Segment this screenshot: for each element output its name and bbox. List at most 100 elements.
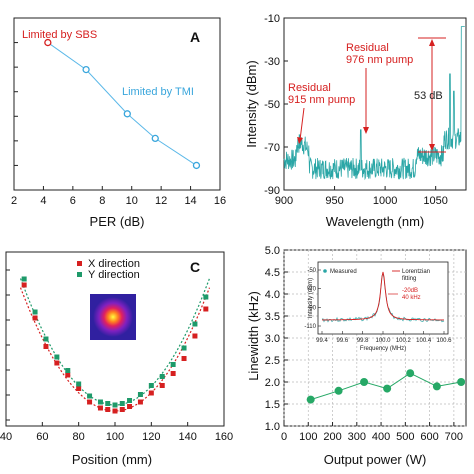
panel-d-inset-xtick-label: 99.6	[336, 338, 348, 344]
panel-c-data-point	[119, 407, 125, 412]
panel-d-inset-ytick-label: -110	[304, 324, 316, 330]
panel-d-inset-annotation-20db: -20dB	[402, 288, 418, 294]
panel-d-xtick-label: 700	[445, 431, 463, 443]
panel-c-xtick-label: 160	[215, 431, 233, 443]
panel-c-data-point	[87, 393, 93, 399]
panel-d-data-point	[360, 378, 369, 386]
panel-c-data-point	[65, 372, 71, 378]
panel-d-ytick-label: 4.0	[265, 289, 280, 301]
panel-c-data-point	[203, 306, 209, 312]
panel-c-data-point	[32, 315, 38, 321]
panel-a-xtick-label: 2	[11, 195, 17, 207]
panel-c-data-point	[181, 345, 187, 351]
panel-d-xtick-label: 100	[299, 431, 317, 443]
panel-a-data-point	[82, 65, 90, 74]
panel-b-ytick-label: -10	[264, 13, 280, 25]
panel-d-ytick-label: 2.0	[265, 377, 280, 389]
panel-b-annotation-976-residual: Residual	[346, 42, 389, 54]
panel-b-ytick-label: -70	[264, 142, 280, 154]
panel-c-data-point	[43, 344, 49, 349]
panel-d-inset-fit-line	[322, 271, 444, 321]
panel-b-ylabel: Intensity (dBm)	[244, 60, 259, 147]
panel-c-data-point	[105, 401, 111, 406]
panel-c-data-point	[203, 294, 209, 300]
panel-c-xtick-label: 140	[178, 431, 196, 443]
panel-d-data-point	[306, 395, 315, 404]
panel-a-data-point	[44, 38, 52, 47]
panel-d-ytick-label: 4.5	[265, 267, 280, 279]
panel-c-data-point	[192, 321, 198, 327]
panel-c-data-point	[21, 282, 27, 288]
panel-d-inset-ytick-label: -50	[307, 268, 316, 274]
panel-d-inset-xtick-label: 100.4	[416, 338, 432, 344]
panel-d-xtick-label: 500	[396, 431, 414, 443]
panel-b: 900 950 1000 1050 -90 -70 -50 -30 -10 Intensity…	[244, 13, 467, 229]
panel-c-data-point	[127, 398, 133, 403]
panel-b-annotation-53db: 53 dB	[414, 90, 443, 102]
panel-c-data-point	[159, 383, 165, 388]
panel-d-inset: 99.4 99.6 99.8 100.0 100.2 100.4 100.6 -50 -70 -…	[304, 261, 452, 352]
panel-d-inset-legend-marker-measured	[323, 269, 327, 273]
panel-d-xtick-label: 600	[420, 431, 438, 443]
panel-d-ytick-label: 2.5	[265, 355, 280, 367]
panel-c-data-point	[112, 402, 118, 408]
panel-c-data-point	[97, 399, 103, 405]
panel-b-ytick-label: -30	[264, 56, 280, 68]
panel-c-data-point	[105, 407, 111, 412]
panel-c-data-point	[170, 362, 176, 367]
panel-b-xtick-label: 1000	[373, 195, 397, 207]
panel-c: 40 60 80 100 120 140 160 X direction Y directi…	[0, 251, 233, 467]
panel-a-data-point	[151, 134, 159, 143]
panel-d-inset-ytick-label: -90	[307, 305, 316, 311]
panel-b-range-arrow-down	[429, 144, 435, 151]
panel-a-xtick-label: 8	[99, 195, 105, 207]
panel-c-xtick-label: 120	[142, 431, 160, 443]
panel-c-legend-marker-y	[77, 272, 82, 277]
panel-a-xtick-label: 6	[70, 195, 76, 207]
panel-a-xtick-label: 10	[126, 195, 138, 207]
panel-b-annotation-976-pump: 976 nm pump	[346, 54, 413, 66]
panel-c-xlabel: Position (mm)	[72, 452, 152, 467]
panel-d: 0 100 200 300 400 500 600 700 1.0 1.5 2.0 2.5 3.0 3.…	[246, 245, 467, 467]
panel-d-ytick-label: 1.5	[265, 399, 280, 411]
panel-d-data-point	[334, 386, 343, 395]
panel-d-inset-legend-fit-1: Lorentzian	[402, 269, 430, 275]
panel-a-annotation-sbs: Limited by SBS	[22, 29, 97, 41]
panel-b-arrowhead-976	[363, 127, 369, 134]
panel-c-data-point	[43, 336, 49, 342]
panel-a-xtick-label: 12	[155, 195, 167, 207]
panel-d-inset-ytick-label: -70	[307, 287, 316, 293]
panel-b-arrow-915	[299, 107, 305, 141]
panel-d-inset-legend-measured: Measured	[330, 269, 357, 275]
panel-b-xlabel: Wavelength (nm)	[326, 214, 425, 229]
panel-d-inset-xlabel: Frequency (MHz)	[360, 346, 406, 352]
panel-c-xtick-label: 40	[0, 431, 12, 443]
panel-d-data-point	[457, 378, 466, 386]
panel-c-data-point	[119, 401, 125, 406]
panel-d-inset-ylabel: Intensity (dBm)	[308, 278, 314, 318]
panel-a-xtick-label: 14	[184, 195, 196, 207]
panel-c-data-point	[54, 360, 60, 366]
panel-d-xtick-label: 200	[323, 431, 341, 443]
panel-c-data-point	[181, 356, 187, 361]
panel-b-ytick-label: -50	[264, 99, 280, 111]
panel-a-xtick-label: 4	[40, 195, 46, 207]
panel-d-ylabel: Linewidth (kHz)	[246, 291, 261, 381]
panel-a-frame	[13, 17, 221, 191]
panel-b-spectrum-line	[283, 26, 465, 181]
panel-c-data-point	[112, 408, 118, 414]
panel-c-data-point	[21, 276, 27, 282]
panel-a-annotation-tmi: Limited by TMI	[122, 86, 194, 98]
panel-c-data-point	[148, 390, 154, 396]
panel-d-xtick-label: 400	[372, 431, 390, 443]
panel-a-xlabel: PER (dB)	[90, 214, 145, 229]
panel-d-data-point	[406, 369, 415, 378]
panel-d-xtick-label: 300	[348, 431, 366, 443]
panel-a-data-point	[123, 110, 131, 118]
panel-d-data-point	[383, 384, 392, 393]
panel-d-data-point	[432, 382, 441, 391]
panel-b-annotation-915-pump: 915 nm pump	[288, 94, 355, 106]
panel-c-data-point	[76, 386, 82, 391]
panel-d-xtick-label: 0	[281, 431, 287, 443]
panel-a-xtick-label: 16	[214, 195, 226, 207]
